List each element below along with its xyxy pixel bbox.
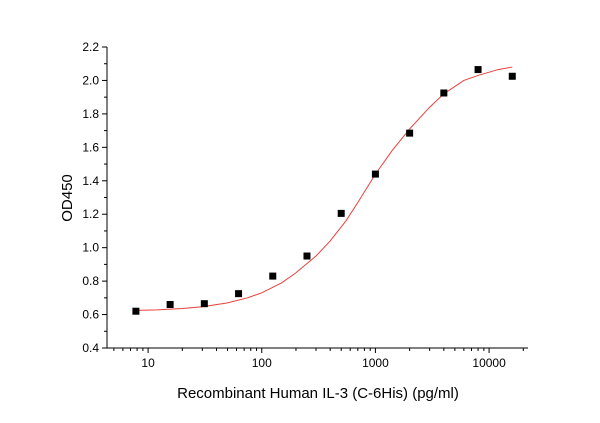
data-point	[269, 272, 277, 280]
y-tick-label: 1.4	[82, 174, 99, 188]
data-point	[166, 301, 174, 309]
data-point	[132, 307, 140, 315]
x-tick-label: 10	[141, 356, 155, 370]
y-tick-label: 0.8	[82, 274, 99, 288]
x-tick-label: 100	[252, 356, 272, 370]
y-axis-label: OD450	[59, 174, 76, 222]
data-point	[406, 129, 414, 137]
data-point	[508, 72, 516, 80]
x-tick-label: 1000	[362, 356, 389, 370]
y-tick-label: 1.6	[82, 140, 99, 154]
data-point	[474, 66, 482, 74]
y-tick-label: 1.2	[82, 207, 99, 221]
y-tick-label: 2.2	[82, 40, 99, 54]
y-tick-label: 1.0	[82, 241, 99, 255]
x-axis-label: Recombinant Human IL-3 (C-6His) (pg/ml)	[177, 385, 459, 402]
x-tick-label: 10000	[472, 356, 506, 370]
data-point	[371, 170, 379, 178]
y-tick-label: 0.6	[82, 308, 99, 322]
data-point	[440, 89, 448, 97]
fit-curve	[137, 66, 513, 311]
data-point	[303, 252, 311, 260]
data-point	[337, 209, 345, 217]
data-point	[235, 290, 243, 298]
y-tick-label: 0.4	[82, 341, 99, 355]
y-tick-label: 1.8	[82, 107, 99, 121]
data-point	[200, 300, 208, 308]
y-tick-label: 2.0	[82, 73, 99, 87]
